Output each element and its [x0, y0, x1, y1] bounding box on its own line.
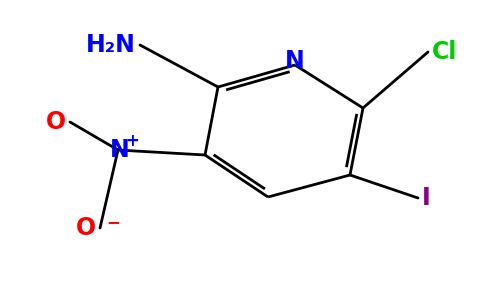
Text: N: N [110, 138, 130, 162]
Text: O: O [76, 216, 96, 240]
Text: +: + [125, 132, 139, 150]
Text: Cl: Cl [432, 40, 457, 64]
Text: N: N [285, 49, 305, 73]
Text: O: O [46, 110, 66, 134]
Text: −: − [106, 213, 120, 231]
Text: I: I [422, 186, 431, 210]
Text: H₂N: H₂N [86, 33, 136, 57]
